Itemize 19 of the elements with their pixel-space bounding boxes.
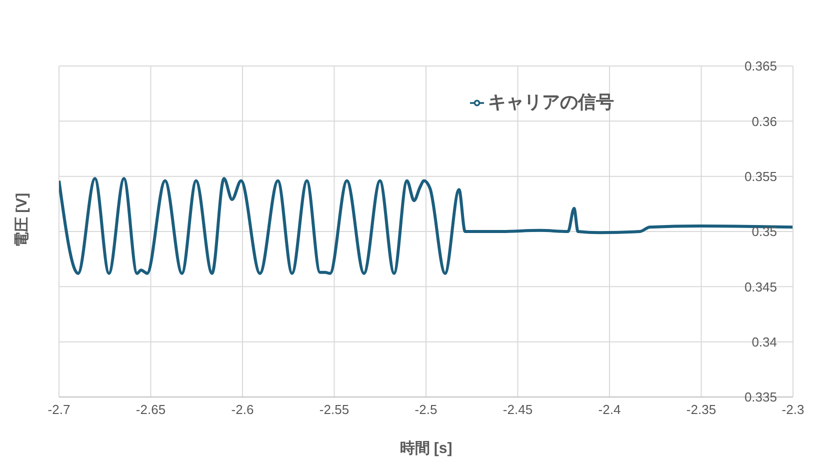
x-tick-label: -2.45: [502, 402, 533, 418]
x-tick-label: -2.35: [686, 402, 716, 418]
x-axis-title: 時間 [s]: [400, 440, 452, 457]
y-tick-label: 0.365: [744, 58, 777, 74]
y-tick-label: 0.34: [752, 334, 777, 350]
x-tick-label: -2.4: [598, 402, 621, 418]
y-tick-label: 0.355: [744, 168, 777, 184]
x-tick-label: -2.7: [48, 402, 70, 418]
x-tick-label: -2.65: [136, 402, 166, 418]
y-tick-label: 0.345: [744, 279, 777, 294]
x-tick-label: -2.5: [414, 402, 438, 418]
x-tick-label: -2.3: [782, 402, 804, 418]
y-axis-title: 電圧 [V]: [12, 192, 32, 248]
y-tick-label: 0.335: [744, 390, 777, 405]
y-tick-label: 0.35: [752, 224, 777, 240]
x-tick-label: -2.55: [319, 402, 350, 418]
y-tick-label: 0.36: [752, 114, 777, 129]
x-tick-label: -2.6: [231, 402, 254, 418]
legend-label: キャリアの信号: [488, 92, 614, 112]
